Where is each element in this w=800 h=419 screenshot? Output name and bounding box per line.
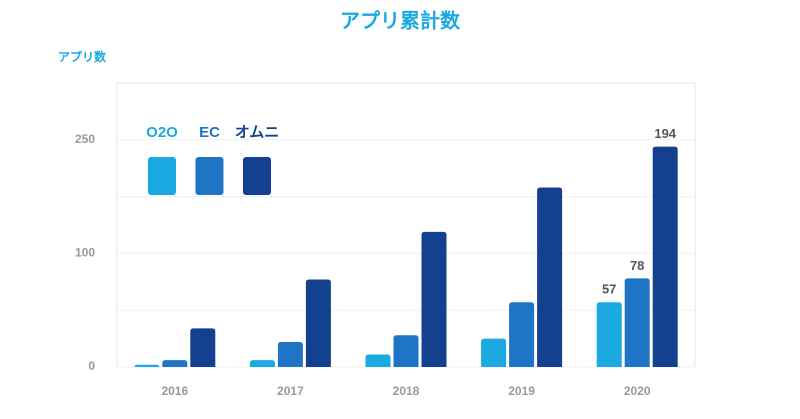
bar [277,342,303,367]
bar [249,360,275,367]
y-tick-label: 100 [75,246,95,260]
bar [421,231,447,367]
bar [365,354,391,367]
legend-label: O2O [146,124,178,141]
x-tick-label: 2016 [161,384,188,398]
y-axis-label: アプリ数 [58,49,107,64]
bar [624,278,650,367]
bar [509,302,535,367]
data-label: 194 [654,126,676,141]
x-tick-label: 2020 [624,384,651,398]
bar [134,364,160,368]
bar [190,328,216,367]
y-tick-label: 250 [75,132,95,146]
bar [305,279,331,367]
legend-label: オムニ [235,124,280,141]
bar [652,146,678,367]
y-tick-label: 0 [88,359,95,373]
chart-title: アプリ累計数 [340,8,461,32]
data-label: 57 [602,282,616,297]
legend-swatch [243,157,271,195]
bar [537,187,563,367]
bar [162,360,188,367]
bar [481,338,507,367]
bar [393,335,419,367]
x-tick-label: 2018 [393,384,420,398]
legend-label: EC [199,124,220,141]
legend-swatch [195,157,224,195]
legend-swatch [148,157,176,195]
bar [596,302,622,367]
data-label: 78 [630,258,644,273]
x-tick-label: 2017 [277,384,304,398]
x-tick-label: 2019 [508,384,535,398]
